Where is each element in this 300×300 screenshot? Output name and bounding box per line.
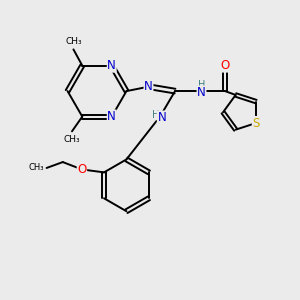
Text: CH₃: CH₃ (65, 37, 82, 46)
Text: N: N (107, 110, 116, 123)
Text: S: S (252, 116, 260, 130)
Text: CH₃: CH₃ (28, 164, 44, 172)
Text: H: H (152, 110, 160, 120)
Text: H: H (198, 80, 205, 90)
Text: N: N (158, 111, 166, 124)
Text: N: N (144, 80, 153, 93)
Text: O: O (77, 163, 86, 176)
Text: O: O (220, 59, 230, 72)
Text: CH₃: CH₃ (64, 135, 80, 144)
Text: N: N (197, 86, 206, 99)
Text: N: N (107, 59, 116, 72)
